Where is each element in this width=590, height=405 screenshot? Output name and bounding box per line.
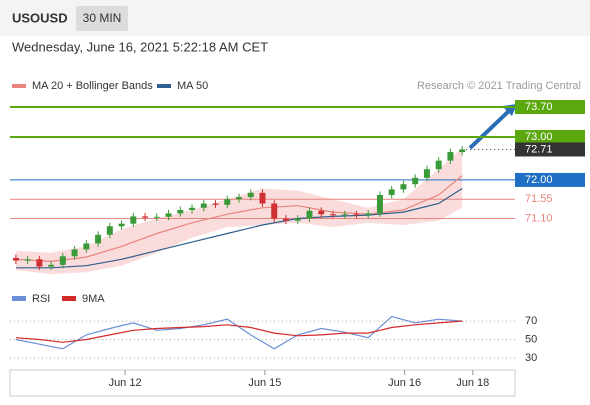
y-tick-label: 70 [525,315,537,327]
candle-body [376,194,383,214]
candle-body [341,214,348,216]
bollinger-band [15,147,463,275]
legend-swatch [12,84,26,88]
legend-swatch [12,296,26,301]
forecast-arrow [468,106,514,150]
candle-body [118,223,125,227]
legend-label: 9MA [82,293,105,305]
candle-body [212,203,219,205]
candle-body [353,214,360,216]
candle-body [259,192,266,204]
candle-body [200,203,207,208]
candle-body [59,256,66,265]
legend-swatch [157,84,171,88]
candle-body [282,218,289,221]
level-label-box [515,130,585,145]
source: Research © 2021 Trading Central [417,80,581,92]
candle-body [306,210,313,219]
x-tick-label: Jun 15 [248,377,281,389]
candle-body [177,209,184,214]
level-label: 73.00 [525,131,553,143]
candle-body [388,189,395,195]
candle-body [106,226,113,235]
candle-body [83,243,90,250]
x-tick-label: Jun 18 [456,377,489,389]
legend-label: MA 20 + Bollinger Bands [32,80,153,92]
candle-body [130,216,137,224]
candle-body [423,169,430,178]
candle-body [12,257,19,261]
candle-body [224,199,231,205]
candle-body [435,160,442,170]
candle-body [24,259,31,261]
candle-body [189,207,196,210]
level-label-box [515,172,585,187]
candle-body [153,216,160,218]
candle-body [294,218,301,221]
level-label-box [515,100,585,115]
interval-label[interactable]: 30 MIN [83,11,122,25]
candle-body [165,213,172,217]
level-label: 71.55 [525,193,553,205]
x-tick-label: Jun 16 [388,377,421,389]
candle-body [247,192,254,198]
candle-body [271,203,278,219]
y-tick-label: 50 [525,333,537,345]
last-price-label: 72.71 [525,143,553,155]
rsi-line [15,315,463,350]
y-tick-label: 30 [525,352,537,364]
moving-average [15,187,463,269]
candle-body [318,210,325,215]
moving-average [15,175,463,263]
candle-body [95,234,102,244]
candle-body [412,177,419,185]
candle-body [236,197,243,200]
legend-label: RSI [32,293,50,305]
x-axis-box [9,369,516,397]
level-label: 71.10 [525,212,553,224]
candle-body [365,213,372,216]
legend-label: MA 50 [177,80,208,92]
rsi-line [15,320,463,343]
candle-body [447,152,454,161]
level-label: 72.00 [525,174,553,186]
candle-body [36,259,43,267]
candle-body [329,214,336,216]
legend-swatch [62,296,76,301]
x-tick-label: Jun 12 [109,377,142,389]
last-price-box [515,142,585,157]
candle-body [400,184,407,190]
timestamp: Wednesday, June 16, 2021 5:22:18 AM CET [12,39,268,54]
candle-body [71,249,78,257]
candle-body [142,216,149,218]
level-label: 73.70 [525,101,553,113]
symbol: USOUSD [12,10,68,25]
interval-button[interactable] [76,6,128,31]
candle-body [459,149,466,153]
candle-body [48,264,55,267]
